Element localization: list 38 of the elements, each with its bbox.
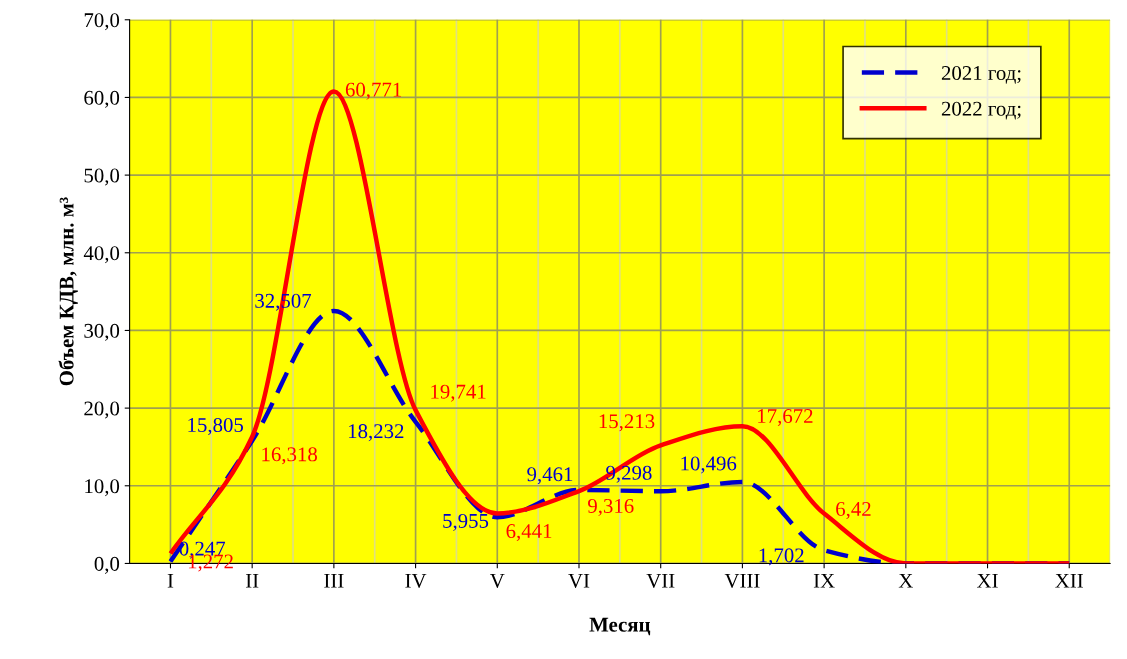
x-tick-label: IX [813, 573, 835, 588]
y-tick-label: 50,0 [84, 168, 120, 186]
y-tick-label: 10,0 [85, 479, 120, 497]
data-label: 6,441 [506, 524, 552, 542]
x-tick-label: V [490, 573, 505, 588]
y-tick-label: 60,0 [84, 90, 120, 108]
x-tick-label: VI [568, 573, 590, 588]
data-label: 19,741 [431, 384, 486, 402]
y-tick-label: 0,0 [94, 556, 120, 574]
data-label: 10,496 [681, 456, 737, 474]
data-label: 5,955 [443, 513, 489, 531]
legend-label: 2022 год; [941, 101, 1021, 120]
x-tick-label: VII [646, 573, 675, 588]
x-axis-title: Месяц [589, 617, 651, 636]
x-tick-label: XII [1055, 573, 1083, 588]
x-tick-label: IV [405, 573, 427, 588]
data-label: 16,318 [262, 447, 317, 465]
data-label: 18,232 [349, 424, 404, 442]
data-label: 17,672 [758, 409, 813, 427]
data-label: 15,805 [188, 417, 244, 436]
x-tick-label: II [245, 573, 259, 588]
y-tick-label: 20,0 [84, 401, 120, 419]
data-label: 9,316 [588, 498, 634, 516]
data-label: 9,461 [527, 467, 573, 485]
data-label: 15,213 [599, 414, 655, 432]
y-axis-title: Объем КДВ, млн. м³ [58, 197, 78, 386]
y-tick-label: 40,0 [83, 246, 120, 264]
x-tick-label: I [167, 573, 174, 588]
legend-label: 2021 год; [941, 65, 1021, 84]
data-label: 60,771 [345, 82, 402, 100]
y-tick-label: 70,0 [84, 13, 120, 31]
x-tick-label: XI [977, 573, 998, 588]
y-tick-label: 30,0 [84, 323, 120, 341]
data-label: 6,42 [836, 502, 871, 520]
x-tick-label: VIII [724, 573, 760, 588]
x-tick-label: III [324, 573, 344, 588]
data-label: 1,702 [759, 548, 804, 566]
x-tick-label: X [898, 573, 913, 588]
